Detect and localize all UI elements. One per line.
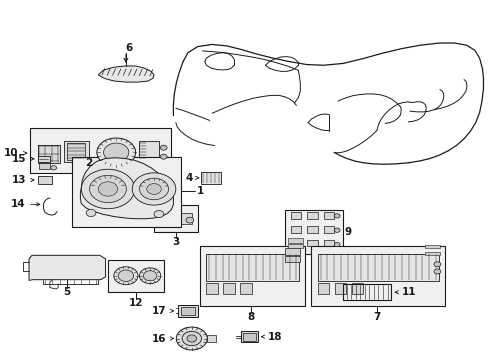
Circle shape	[433, 262, 440, 267]
Circle shape	[433, 269, 440, 274]
Bar	[323, 212, 334, 219]
Bar	[39, 163, 50, 169]
Bar	[201, 172, 221, 184]
Bar	[284, 248, 300, 255]
Bar	[72, 157, 180, 226]
Bar	[290, 212, 301, 219]
Bar	[290, 240, 301, 246]
Bar	[342, 284, 390, 300]
Polygon shape	[80, 158, 173, 219]
Bar	[158, 210, 178, 227]
Text: 3: 3	[172, 237, 179, 247]
Circle shape	[146, 184, 161, 194]
Bar	[311, 246, 444, 306]
Bar	[67, 143, 85, 160]
Bar	[241, 331, 257, 342]
Bar	[38, 156, 50, 162]
Bar	[243, 333, 255, 341]
Bar	[30, 128, 171, 173]
Circle shape	[143, 271, 157, 281]
Bar	[35, 259, 101, 278]
Bar	[179, 213, 191, 224]
Circle shape	[160, 154, 167, 159]
Text: 17: 17	[152, 306, 166, 316]
Bar	[200, 246, 305, 306]
Bar	[206, 335, 216, 342]
Bar	[306, 212, 317, 219]
Circle shape	[154, 211, 163, 218]
Text: 1: 1	[196, 186, 203, 196]
Circle shape	[176, 327, 207, 350]
Bar	[323, 226, 334, 233]
Bar	[334, 283, 346, 294]
Circle shape	[132, 173, 176, 205]
Bar	[108, 260, 163, 292]
Circle shape	[139, 268, 161, 284]
Text: 7: 7	[372, 312, 380, 322]
Bar	[206, 283, 218, 294]
Bar	[240, 283, 251, 294]
Bar	[351, 283, 363, 294]
Bar	[284, 211, 342, 253]
Circle shape	[89, 175, 126, 203]
Bar	[138, 141, 159, 160]
Bar	[284, 256, 300, 262]
Text: 18: 18	[267, 332, 282, 342]
Circle shape	[334, 228, 339, 232]
Text: 4: 4	[185, 173, 192, 183]
Text: 12: 12	[128, 298, 142, 309]
Bar	[180, 307, 195, 315]
Bar	[306, 226, 317, 233]
Bar	[154, 205, 197, 232]
Bar	[317, 283, 329, 294]
Polygon shape	[98, 66, 154, 82]
Bar	[306, 240, 317, 246]
Bar	[290, 226, 301, 233]
Bar	[178, 305, 197, 317]
Text: 15: 15	[12, 154, 26, 164]
Circle shape	[185, 217, 193, 223]
Text: 2: 2	[85, 158, 92, 168]
Text: 5: 5	[63, 287, 70, 297]
Circle shape	[118, 270, 133, 282]
Circle shape	[186, 335, 196, 342]
Circle shape	[86, 210, 96, 217]
Circle shape	[182, 331, 201, 346]
Text: 11: 11	[401, 287, 416, 297]
Bar	[223, 283, 234, 294]
Circle shape	[114, 267, 138, 285]
Bar	[206, 253, 299, 281]
Text: 6: 6	[125, 43, 132, 53]
Bar	[317, 253, 438, 281]
Bar	[287, 244, 303, 248]
Circle shape	[139, 178, 168, 200]
Circle shape	[51, 166, 57, 170]
Bar	[323, 240, 334, 246]
Bar	[64, 140, 88, 162]
Circle shape	[81, 169, 134, 209]
Bar	[425, 244, 439, 248]
Text: 16: 16	[152, 333, 166, 343]
Circle shape	[103, 143, 128, 162]
Text: 13: 13	[12, 175, 26, 185]
Circle shape	[334, 214, 339, 218]
Circle shape	[97, 138, 135, 167]
Bar	[38, 176, 52, 184]
Text: 14: 14	[11, 199, 25, 210]
Text: 10: 10	[4, 148, 19, 158]
Bar	[425, 252, 439, 255]
Circle shape	[334, 242, 339, 247]
Circle shape	[160, 145, 167, 150]
Bar	[38, 145, 60, 163]
Circle shape	[98, 182, 118, 196]
Text: 9: 9	[344, 227, 351, 237]
Polygon shape	[29, 255, 105, 280]
Text: 8: 8	[247, 312, 254, 322]
Bar	[287, 238, 303, 243]
